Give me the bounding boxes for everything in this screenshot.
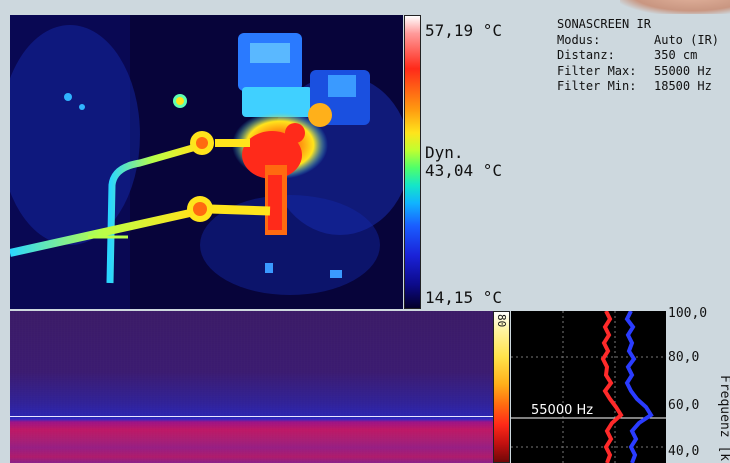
info-value: 18500 Hz (654, 79, 712, 93)
ultrasound-spectrogram[interactable] (10, 311, 493, 463)
info-row-mode: Modus: Auto (IR) (557, 33, 719, 49)
frequency-plot[interactable]: 55000 Hz (511, 311, 666, 463)
info-key: Distanz: (557, 48, 615, 62)
spectrogram-noise (10, 311, 493, 463)
frequency-axis (666, 311, 730, 463)
blue-series-line (624, 311, 654, 463)
y-axis-title: Frequenz [k (717, 375, 730, 462)
info-row-distance: Distanz: 350 cm (557, 48, 719, 64)
info-key: Filter Max: (557, 63, 637, 78)
y-tick-40: 40,0 (668, 444, 700, 459)
temperature-color-scale (404, 15, 421, 309)
scale-min-label: 14,15 °C (425, 288, 503, 307)
info-value: Auto (IR) (654, 32, 720, 47)
device-info-panel: SONASCREEN IR Modus: Auto (IR) Distanz: 35… (557, 17, 719, 95)
red-series-line (600, 311, 624, 463)
filter-marker-line (10, 416, 493, 417)
scale-mid-label: 43,04 °C (425, 161, 503, 180)
thermal-image-render (10, 15, 403, 309)
spectrogram-color-scale: 80 (493, 311, 510, 463)
spectrogram-scale-value: 80 (495, 314, 508, 328)
info-key: Filter Min: (557, 79, 637, 93)
info-row-filter-min: Filter Min: 18500 Hz (557, 79, 719, 95)
decorative-corner (620, 0, 730, 14)
scale-max-label: 57,19 °C (425, 21, 503, 40)
filter-frequency-label: 55000 Hz (531, 403, 594, 418)
device-title: SONASCREEN IR (557, 17, 651, 31)
info-row-filter-max: Filter Max: 55000 Hz (557, 64, 719, 80)
info-value: 350 cm (654, 48, 698, 62)
y-tick-100: 100,0 (668, 306, 708, 321)
y-tick-60: 60,0 (668, 398, 700, 413)
thermal-image[interactable] (10, 15, 403, 309)
y-tick-80: 80,0 (668, 350, 700, 365)
info-key: Modus: (557, 32, 601, 47)
scale-dyn-label: Dyn. (425, 143, 464, 162)
info-value: 55000 Hz (654, 63, 712, 78)
frequency-plot-render (511, 311, 666, 463)
